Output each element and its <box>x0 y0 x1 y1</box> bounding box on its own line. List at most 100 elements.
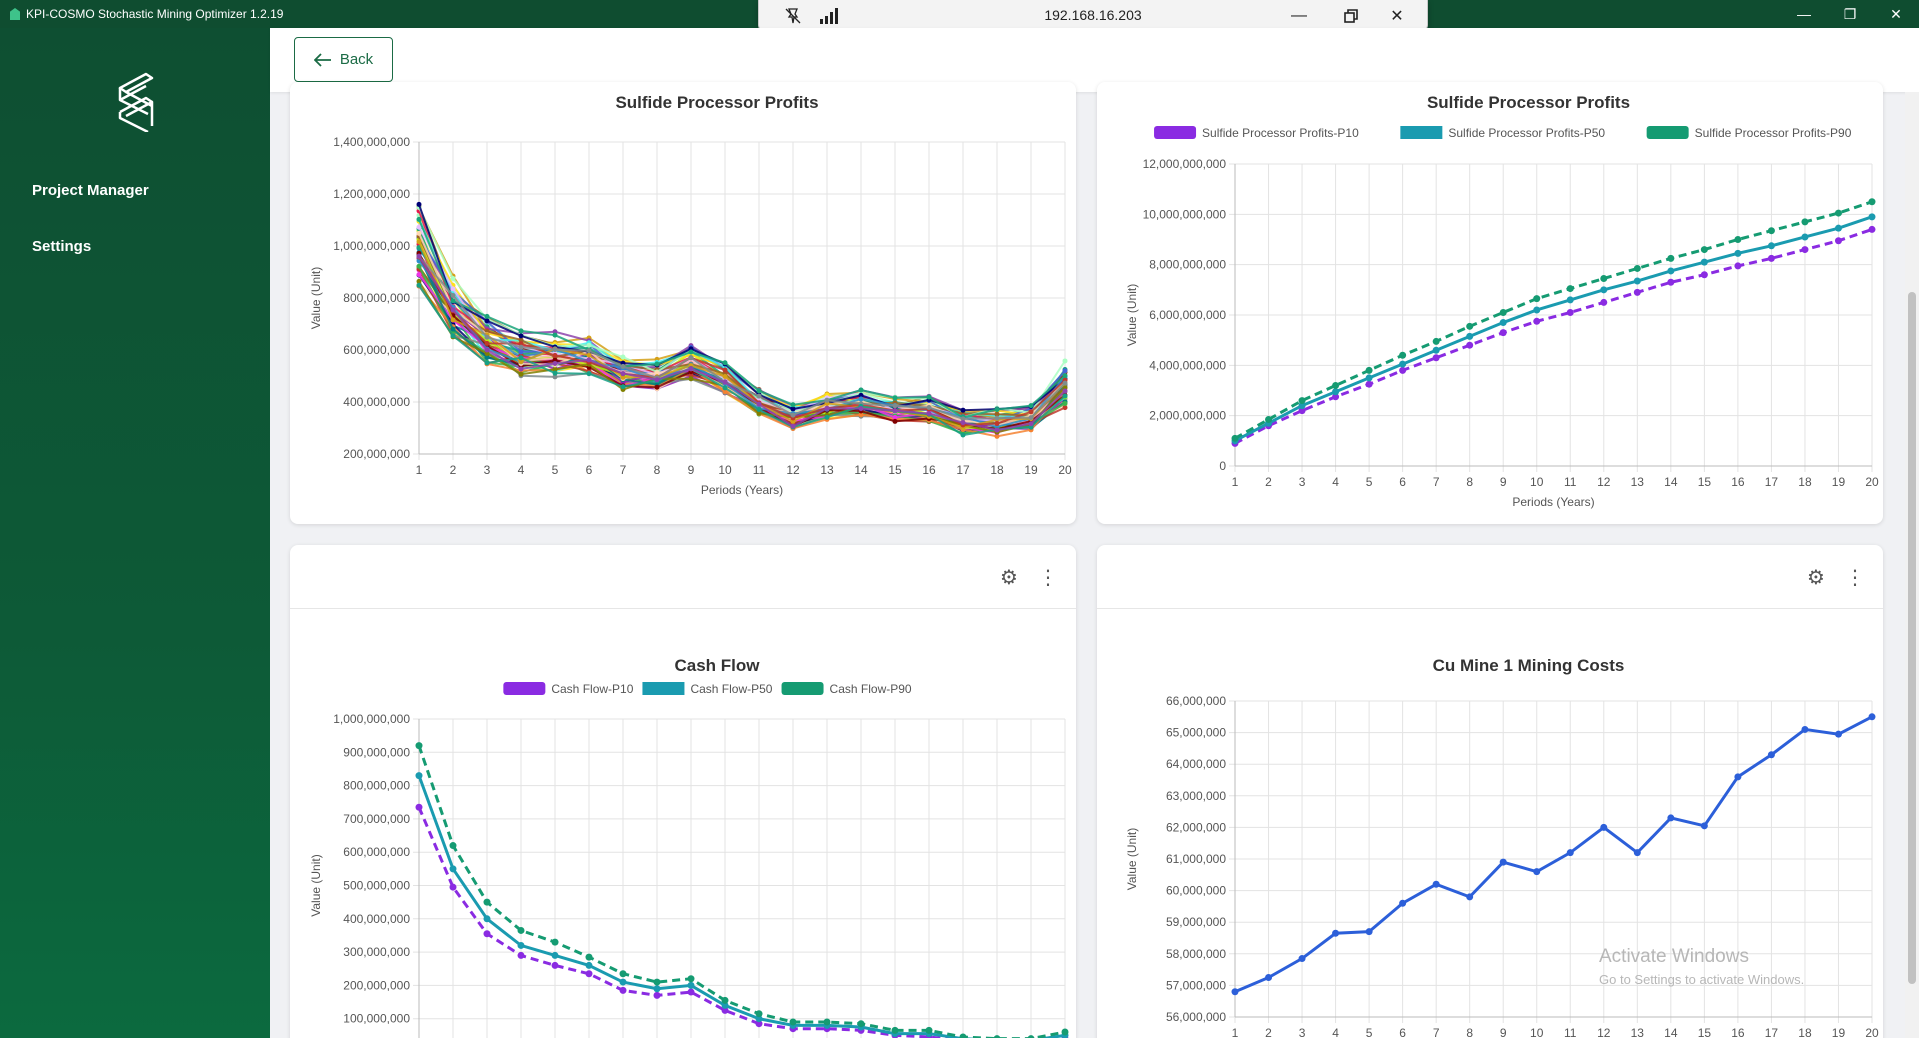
data-point <box>483 915 491 923</box>
y-tick-label: 1,200,000,000 <box>333 187 410 201</box>
close-icon[interactable]: ✕ <box>1390 8 1404 25</box>
data-point <box>653 978 661 986</box>
gear-icon[interactable]: ⚙ <box>1807 566 1825 589</box>
back-button[interactable]: Back <box>294 37 393 82</box>
simulation-line <box>418 204 1066 412</box>
legend-label: Sulfide Processor Profits-P90 <box>1695 126 1852 140</box>
simulation-point <box>824 405 830 411</box>
card-header: ⚙ ⋮ <box>1097 545 1883 609</box>
simulation-point <box>1028 421 1034 427</box>
data-point <box>551 951 559 959</box>
minimize-icon[interactable]: — <box>1291 7 1307 24</box>
series-line <box>1234 200 1873 440</box>
back-button-label: Back <box>339 51 374 68</box>
simulation-point <box>722 360 728 366</box>
simulation-point <box>518 344 524 350</box>
data-point <box>1365 374 1373 382</box>
x-tick-label: 13 <box>1631 1026 1645 1038</box>
data-point <box>449 883 457 891</box>
sidebar-item-settings[interactable]: Settings <box>32 238 92 255</box>
sidebar-item-project-manager[interactable]: Project Manager <box>32 182 149 199</box>
simulation-point <box>1062 393 1068 399</box>
restore-icon[interactable]: ❐ <box>1843 5 1857 22</box>
simulation-point <box>654 384 660 390</box>
simulation-point <box>552 347 558 353</box>
simulation-point <box>484 340 490 346</box>
simulation-point <box>552 374 558 380</box>
data-point <box>1298 407 1306 415</box>
simulation-point <box>620 354 626 360</box>
data-point <box>517 926 525 934</box>
chart-title: Cash Flow <box>674 656 760 675</box>
simulation-point <box>620 384 626 390</box>
data-point <box>551 938 559 946</box>
data-point <box>891 1026 899 1034</box>
simulation-point <box>824 414 830 420</box>
x-tick-label: 8 <box>654 463 661 477</box>
y-tick-label: 800,000,000 <box>343 291 410 305</box>
simulation-point <box>654 377 660 383</box>
data-point <box>1566 296 1574 304</box>
data-point <box>1298 397 1306 405</box>
simulation-point <box>450 286 456 292</box>
data-point <box>1667 254 1675 262</box>
data-point <box>755 1015 763 1023</box>
scrollbar-thumb[interactable] <box>1908 292 1916 984</box>
x-tick-label: 18 <box>990 463 1004 477</box>
simulation-point <box>450 275 456 281</box>
simulation-line <box>418 255 1066 432</box>
data-point <box>1332 929 1340 937</box>
signal-strength-icon[interactable] <box>817 4 841 28</box>
cash-flow-chart: Cash Flow0100,000,000200,000,000300,000,… <box>309 656 1069 1038</box>
simulation-point <box>450 333 456 339</box>
restore-icon[interactable] <box>1339 4 1363 28</box>
page-scrollbar[interactable] <box>1905 92 1919 1038</box>
x-tick-label: 1 <box>1232 1026 1239 1038</box>
simulation-point <box>416 263 422 269</box>
x-tick-label: 11 <box>1564 1026 1577 1038</box>
x-tick-label: 8 <box>1466 1026 1473 1038</box>
y-tick-label: 400,000,000 <box>343 912 410 926</box>
y-tick-label: 100,000,000 <box>343 1012 410 1026</box>
simulation-point <box>586 342 592 348</box>
more-vertical-icon[interactable]: ⋮ <box>1845 566 1865 589</box>
data-point <box>1298 955 1306 963</box>
data-point <box>687 981 695 989</box>
data-point <box>415 803 423 811</box>
simulation-point <box>926 394 932 400</box>
simulation-point <box>994 433 1000 439</box>
simulation-point <box>620 374 626 380</box>
x-axis-label: Periods (Years) <box>1512 495 1594 509</box>
simulation-point <box>518 349 524 355</box>
data-point <box>517 951 525 959</box>
series-line <box>1234 228 1873 445</box>
simulation-point <box>586 352 592 358</box>
data-point <box>1466 341 1474 349</box>
simulation-point <box>960 420 966 426</box>
simulation-point <box>518 371 524 377</box>
gear-icon[interactable]: ⚙ <box>1000 566 1018 589</box>
remote-connection-bar: 192.168.16.203 — ✕ <box>758 0 1428 31</box>
simulation-line <box>418 284 1066 437</box>
data-point <box>483 898 491 906</box>
y-tick-label: 4,000,000,000 <box>1149 358 1226 372</box>
data-point <box>619 986 627 994</box>
close-icon[interactable]: ✕ <box>1890 5 1902 22</box>
data-point <box>1868 225 1876 233</box>
data-point <box>1834 730 1842 738</box>
simulation-point <box>858 396 864 402</box>
simulation-point <box>722 389 728 395</box>
simulation-point <box>756 410 762 416</box>
minimize-icon[interactable]: — <box>1797 6 1811 22</box>
y-tick-label: 1,000,000,000 <box>333 712 410 726</box>
x-tick-label: 2 <box>1265 475 1272 489</box>
unpin-icon[interactable] <box>781 4 805 28</box>
series-line <box>417 745 1066 1038</box>
more-vertical-icon[interactable]: ⋮ <box>1038 566 1058 589</box>
simulation-point <box>518 359 524 365</box>
simulation-point <box>960 432 966 438</box>
simulation-point <box>450 317 456 323</box>
y-tick-label: 63,000,000 <box>1166 789 1226 803</box>
legend-label: Cash Flow-P50 <box>690 682 772 696</box>
data-point <box>653 985 661 993</box>
